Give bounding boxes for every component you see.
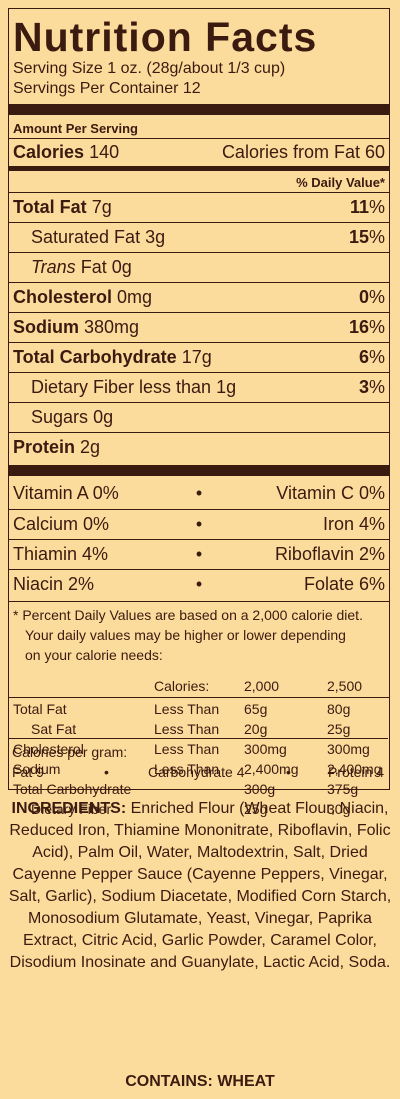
panel-title: Nutrition Facts	[13, 14, 318, 60]
calories-label: Calories	[13, 142, 85, 162]
calories-per-gram: Calories per gram: Fat 9 • Carbohydrate …	[8, 738, 388, 788]
servings-per-container: Servings Per Container 12	[13, 80, 201, 97]
nutrition-facts-panel: Nutrition Facts Serving Size 1 oz. (28g/…	[8, 8, 390, 817]
serving-size: Serving Size 1 oz. (28g/about 1/3 cup)	[13, 60, 286, 77]
divider	[9, 138, 389, 139]
footnote: * Percent Daily Values are based on a 2,…	[13, 607, 363, 663]
thick-divider	[9, 104, 389, 115]
daily-value-header: % Daily Value*	[296, 175, 385, 190]
calories-from-fat: Calories from Fat 60	[221, 142, 385, 162]
ingredients-label: INGREDIENTS:	[11, 800, 127, 817]
calories-value: 140	[89, 142, 120, 162]
ingredients: INGREDIENTS: Enriched Flour (Wheat Flour…	[4, 798, 396, 974]
table-header-2500: 2,500	[327, 678, 363, 694]
fat-9: Fat 9	[12, 764, 44, 780]
amount-per-serving: Amount Per Serving	[13, 121, 138, 136]
calories-per-gram-label: Calories per gram:	[12, 744, 128, 760]
contains-statement: CONTAINS: WHEAT	[125, 1073, 275, 1090]
ingredients-text: Enriched Flour (Wheat Flour, Niacin, Red…	[8, 800, 392, 971]
thick-divider	[9, 465, 389, 476]
table-header-2000: 2,000	[244, 678, 280, 694]
protein-4: Protein 4	[327, 764, 384, 780]
carbohydrate-4: Carbohydrate 4	[148, 764, 245, 780]
table-header-calories: Calories:	[154, 678, 210, 694]
medium-divider	[9, 166, 389, 171]
